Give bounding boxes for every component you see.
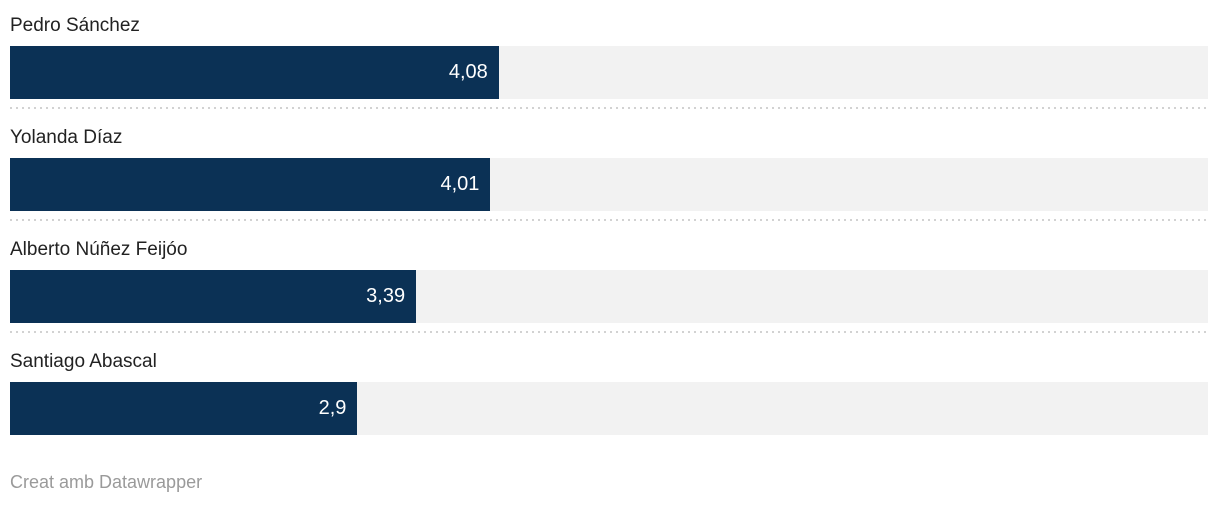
datawrapper-attribution-link[interactable]: Creat amb Datawrapper: [10, 472, 203, 492]
bar: 3,39: [10, 270, 417, 323]
bar-track: 2,9: [10, 382, 1208, 435]
chart-row: Santiago Abascal 2,9: [10, 351, 1208, 435]
category-label: Alberto Núñez Feijóo: [10, 239, 188, 260]
bar-chart: Pedro Sánchez 4,08 Yolanda Díaz 4,01 Alb…: [10, 15, 1208, 435]
bar: 4,01: [10, 158, 491, 211]
bar-track: 4,01: [10, 158, 1208, 211]
bar-track: 4,08: [10, 46, 1208, 99]
value-label: 4,01: [440, 173, 480, 195]
value-label: 3,39: [366, 285, 406, 307]
value-label: 4,08: [448, 61, 488, 83]
value-label: 2,9: [318, 397, 347, 419]
row-separator: [10, 107, 1208, 109]
category-label: Santiago Abascal: [10, 351, 157, 372]
row-separator: [10, 219, 1208, 221]
chart-row: Yolanda Díaz 4,01: [10, 127, 1208, 221]
bar: 2,9: [10, 382, 358, 435]
chart-footer: Creat amb Datawrapper: [10, 471, 1208, 493]
bar-track: 3,39: [10, 270, 1208, 323]
category-label: Yolanda Díaz: [10, 127, 123, 148]
category-label: Pedro Sánchez: [10, 15, 140, 36]
row-separator: [10, 331, 1208, 333]
chart-row: Pedro Sánchez 4,08: [10, 15, 1208, 109]
bar: 4,08: [10, 46, 499, 99]
chart-row: Alberto Núñez Feijóo 3,39: [10, 239, 1208, 333]
